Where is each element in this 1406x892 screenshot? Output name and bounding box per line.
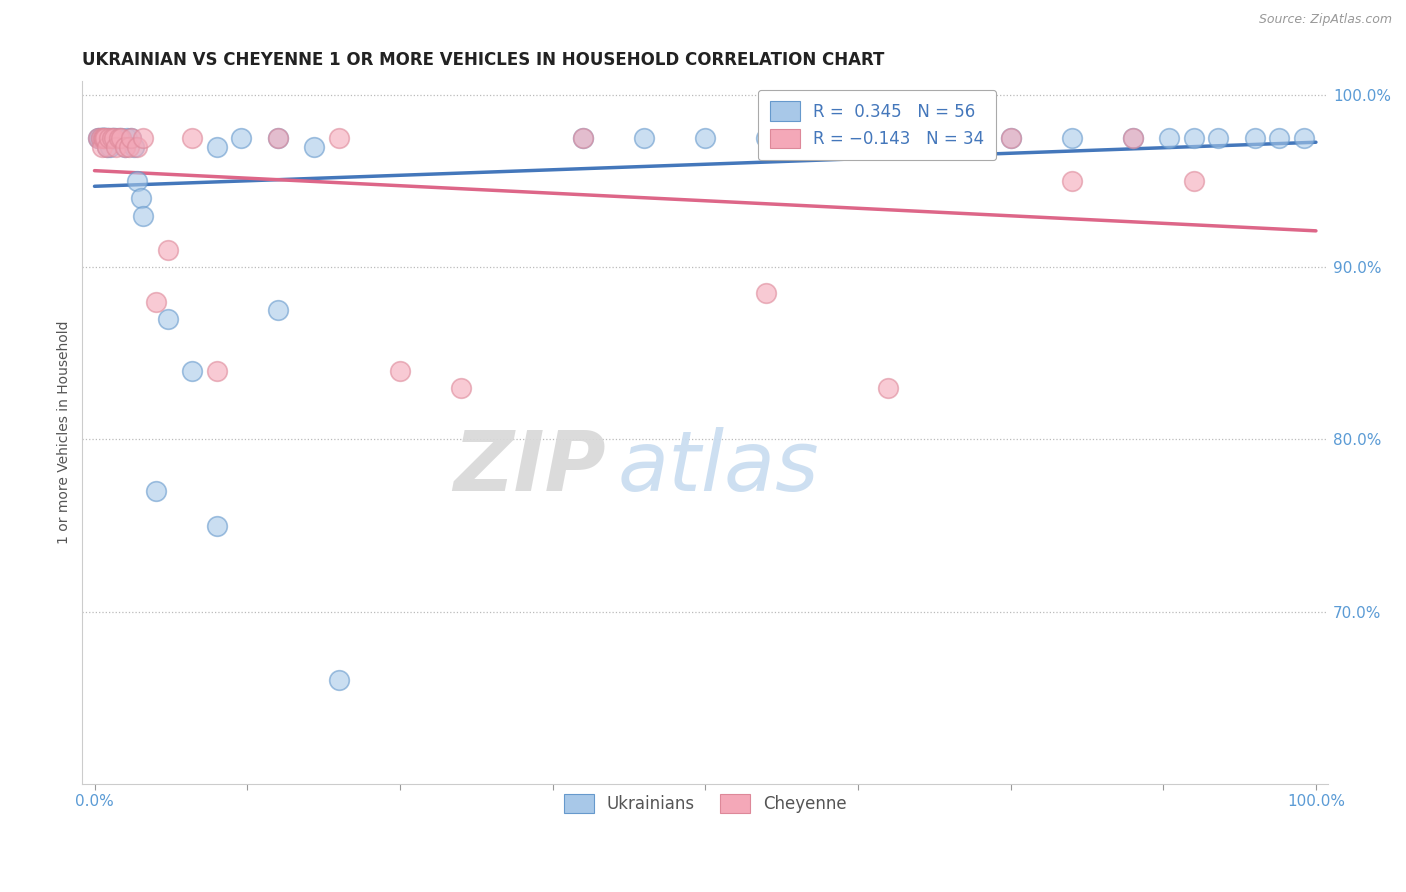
Point (127, 174, 149, 188)
Legend: Ukrainians, Cheyenne: Ukrainians, Cheyenne (551, 782, 859, 824)
Text: UKRAINIAN VS CHEYENNE 1 OR MORE VEHICLES IN HOUSEHOLD CORRELATION CHART: UKRAINIAN VS CHEYENNE 1 OR MORE VEHICLES… (83, 51, 884, 69)
Point (755, 131, 778, 145)
Point (127, 140, 149, 154)
Point (1292, 131, 1315, 145)
Point (1243, 131, 1265, 145)
Point (1000, 131, 1022, 145)
Point (90, 140, 112, 154)
Point (267, 303, 290, 318)
Point (267, 131, 290, 145)
Point (633, 131, 655, 145)
Text: atlas: atlas (619, 427, 820, 508)
Point (96, 131, 118, 145)
Text: ZIP: ZIP (453, 427, 606, 508)
Point (94, 131, 117, 145)
Point (205, 518, 228, 533)
Point (156, 312, 179, 326)
Point (145, 294, 167, 309)
Point (110, 131, 132, 145)
Point (100, 131, 122, 145)
Point (108, 131, 131, 145)
Point (110, 131, 132, 145)
Point (118, 140, 141, 154)
Y-axis label: 1 or more Vehicles in Household: 1 or more Vehicles in Household (58, 321, 72, 544)
Point (87, 131, 110, 145)
Point (105, 140, 128, 154)
Point (93, 131, 115, 145)
Point (132, 209, 155, 223)
Point (90, 131, 112, 145)
Point (90, 131, 112, 145)
Point (98, 131, 121, 145)
Point (328, 673, 350, 688)
Point (1182, 131, 1205, 145)
Point (304, 140, 326, 154)
Point (938, 131, 960, 145)
Point (1122, 131, 1144, 145)
Point (1000, 131, 1022, 145)
Point (120, 131, 142, 145)
Point (96, 131, 118, 145)
Point (90, 131, 112, 145)
Point (1159, 131, 1181, 145)
Point (100, 131, 122, 145)
Point (181, 363, 204, 377)
Point (572, 131, 595, 145)
Point (132, 131, 155, 145)
Point (98, 131, 121, 145)
Text: Source: ZipAtlas.com: Source: ZipAtlas.com (1258, 13, 1392, 27)
Point (1182, 174, 1205, 188)
Point (96, 140, 118, 154)
Point (1060, 174, 1083, 188)
Point (100, 140, 122, 154)
Point (101, 131, 124, 145)
Point (93, 131, 115, 145)
Point (122, 140, 145, 154)
Point (572, 131, 595, 145)
Point (328, 131, 350, 145)
Point (87, 131, 110, 145)
Point (108, 131, 131, 145)
Point (1268, 131, 1291, 145)
Point (94, 131, 117, 145)
Point (877, 381, 900, 395)
Point (103, 131, 125, 145)
Point (815, 131, 838, 145)
Point (938, 131, 960, 145)
Point (695, 131, 717, 145)
Point (117, 131, 139, 145)
Point (388, 363, 411, 377)
Point (94, 131, 117, 145)
Point (229, 131, 252, 145)
Point (205, 363, 228, 377)
Point (93, 131, 115, 145)
Point (205, 140, 228, 154)
Point (1060, 131, 1083, 145)
Point (114, 140, 136, 154)
Point (91, 131, 114, 145)
Point (181, 131, 204, 145)
Point (91, 131, 114, 145)
Point (267, 131, 290, 145)
Point (114, 140, 136, 154)
Point (156, 243, 179, 257)
Point (91, 131, 114, 145)
Point (90, 131, 112, 145)
Point (877, 131, 900, 145)
Point (1122, 131, 1144, 145)
Point (103, 131, 125, 145)
Point (89, 131, 111, 145)
Point (120, 131, 142, 145)
Point (450, 381, 472, 395)
Point (1206, 131, 1229, 145)
Point (105, 131, 128, 145)
Point (90, 131, 112, 145)
Point (755, 286, 778, 301)
Point (129, 191, 152, 205)
Point (145, 484, 167, 499)
Point (96, 140, 118, 154)
